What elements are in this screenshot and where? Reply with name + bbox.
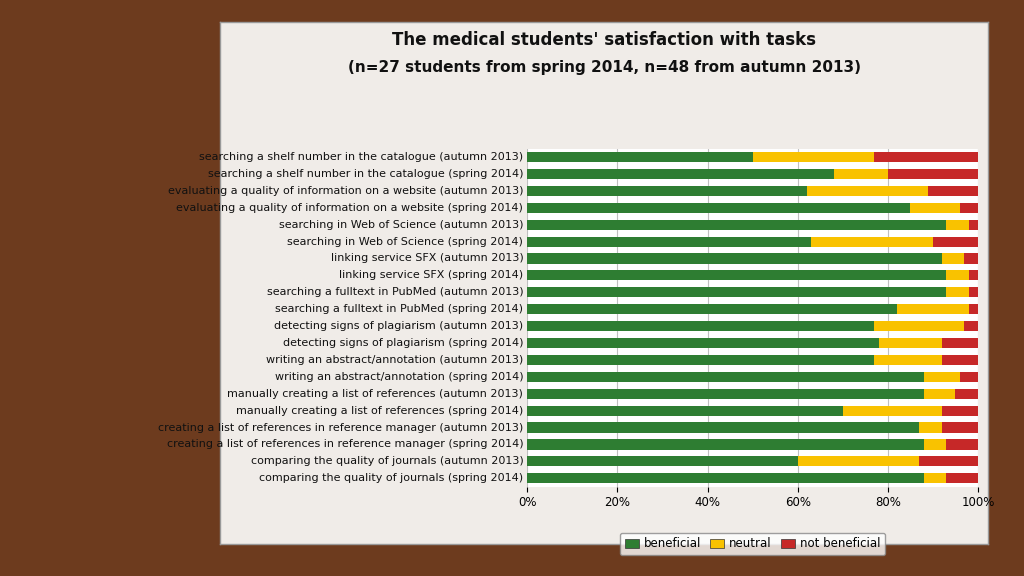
Text: creating a list of references in reference manager (autumn 2013): creating a list of references in referen… [158,423,523,433]
Bar [753,152,874,162]
Text: (n=27 students from spring 2014, n=48 from autumn 2013): (n=27 students from spring 2014, n=48 fr… [348,60,860,75]
Bar [924,389,955,399]
Bar [527,321,874,331]
Bar [879,338,942,348]
Text: detecting signs of plagiarism (autumn 2013): detecting signs of plagiarism (autumn 20… [274,321,523,331]
Text: searching in Web of Science (spring 2014): searching in Web of Science (spring 2014… [288,237,523,247]
Bar [959,203,978,213]
Bar [942,406,978,416]
Bar [946,439,978,449]
Bar [897,304,969,314]
Bar [527,219,946,230]
Bar [527,389,924,399]
Text: searching a shelf number in the catalogue (autumn 2013): searching a shelf number in the catalogu… [199,152,523,162]
Bar [874,152,978,162]
Bar [798,456,920,467]
Text: writing an abstract/annotation (spring 2014): writing an abstract/annotation (spring 2… [274,372,523,382]
Bar [924,439,946,449]
Text: searching a shelf number in the catalogue (spring 2014): searching a shelf number in the catalogu… [208,169,523,179]
Text: writing an abstract/annotation (autumn 2013): writing an abstract/annotation (autumn 2… [266,355,523,365]
Text: evaluating a quality of information on a website (autumn 2013): evaluating a quality of information on a… [168,186,523,196]
Text: searching a fulltext in PubMed (autumn 2013): searching a fulltext in PubMed (autumn 2… [266,287,523,297]
Bar [874,321,965,331]
Bar [811,237,933,247]
Bar [910,203,959,213]
Bar [527,203,910,213]
Bar [969,304,978,314]
Bar [527,253,942,264]
Bar [874,355,942,365]
Bar [527,152,753,162]
Bar [955,389,978,399]
Bar [924,372,959,382]
Bar [969,219,978,230]
Bar [527,422,920,433]
Bar [527,473,924,483]
Bar [527,270,946,281]
Bar [969,270,978,281]
Bar [527,456,798,467]
Bar [946,219,969,230]
Bar [929,186,978,196]
Bar [527,406,843,416]
Bar [924,473,946,483]
Bar [527,169,834,179]
Bar [920,456,978,467]
Text: linking service SFX (spring 2014): linking service SFX (spring 2014) [339,270,523,281]
Text: manually creating a list of references (spring 2014): manually creating a list of references (… [236,406,523,416]
Bar [843,406,942,416]
Bar [920,422,942,433]
Bar [965,321,978,331]
Text: creating a list of references in reference manager (spring 2014): creating a list of references in referen… [167,439,523,449]
Text: The medical students' satisfaction with tasks: The medical students' satisfaction with … [392,31,816,48]
Text: manually creating a list of references (autumn 2013): manually creating a list of references (… [227,389,523,399]
Text: searching a fulltext in PubMed (spring 2014): searching a fulltext in PubMed (spring 2… [275,304,523,314]
Legend: beneficial, neutral, not beneficial: beneficial, neutral, not beneficial [620,533,886,555]
Bar [969,287,978,297]
Bar [527,304,897,314]
Bar [946,473,978,483]
Bar [946,287,969,297]
Bar [942,355,978,365]
Bar [942,422,978,433]
Bar [527,338,879,348]
Bar [527,439,924,449]
Bar [527,287,946,297]
Text: comparing the quality of journals (spring 2014): comparing the quality of journals (sprin… [259,473,523,483]
Bar [527,372,924,382]
Text: linking service SFX (autumn 2013): linking service SFX (autumn 2013) [331,253,523,263]
Bar [527,355,874,365]
Bar [959,372,978,382]
Bar [888,169,978,179]
Text: detecting signs of plagiarism (spring 2014): detecting signs of plagiarism (spring 20… [283,338,523,348]
Bar [933,237,978,247]
Text: searching in Web of Science (autumn 2013): searching in Web of Science (autumn 2013… [279,219,523,230]
Bar [942,338,978,348]
Bar [946,270,969,281]
Bar [942,253,965,264]
Bar [834,169,888,179]
Text: comparing the quality of journals (autumn 2013): comparing the quality of journals (autum… [251,456,523,467]
Bar [527,186,807,196]
Bar [527,237,811,247]
Text: evaluating a quality of information on a website (spring 2014): evaluating a quality of information on a… [176,203,523,213]
Bar [807,186,929,196]
Bar [965,253,978,264]
